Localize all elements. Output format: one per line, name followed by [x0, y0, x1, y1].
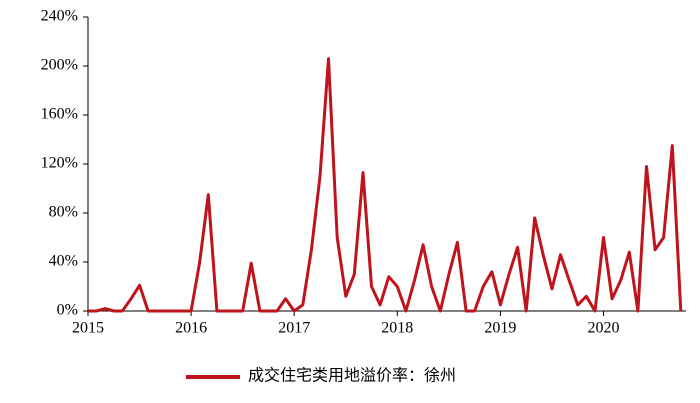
- x-tick-label: 2016: [175, 320, 207, 337]
- y-tick-label: 80%: [49, 204, 78, 221]
- y-tick-label: 40%: [49, 253, 78, 270]
- data-line: [88, 57, 683, 313]
- x-tick-label: 2017: [278, 320, 310, 337]
- x-tick-label: 2015: [72, 320, 104, 337]
- x-tick-label: 2018: [381, 320, 413, 337]
- x-tick-label: 2019: [484, 320, 516, 337]
- y-tick-label: 200%: [41, 57, 78, 74]
- legend-label: 成交住宅类用地溢价率：徐州: [248, 367, 456, 385]
- y-tick-label: 0%: [57, 302, 78, 319]
- y-tick-label: 160%: [41, 106, 78, 123]
- y-tick-label: 120%: [41, 155, 78, 172]
- y-tick-label: 240%: [41, 8, 78, 25]
- x-tick-label: 2020: [588, 320, 620, 337]
